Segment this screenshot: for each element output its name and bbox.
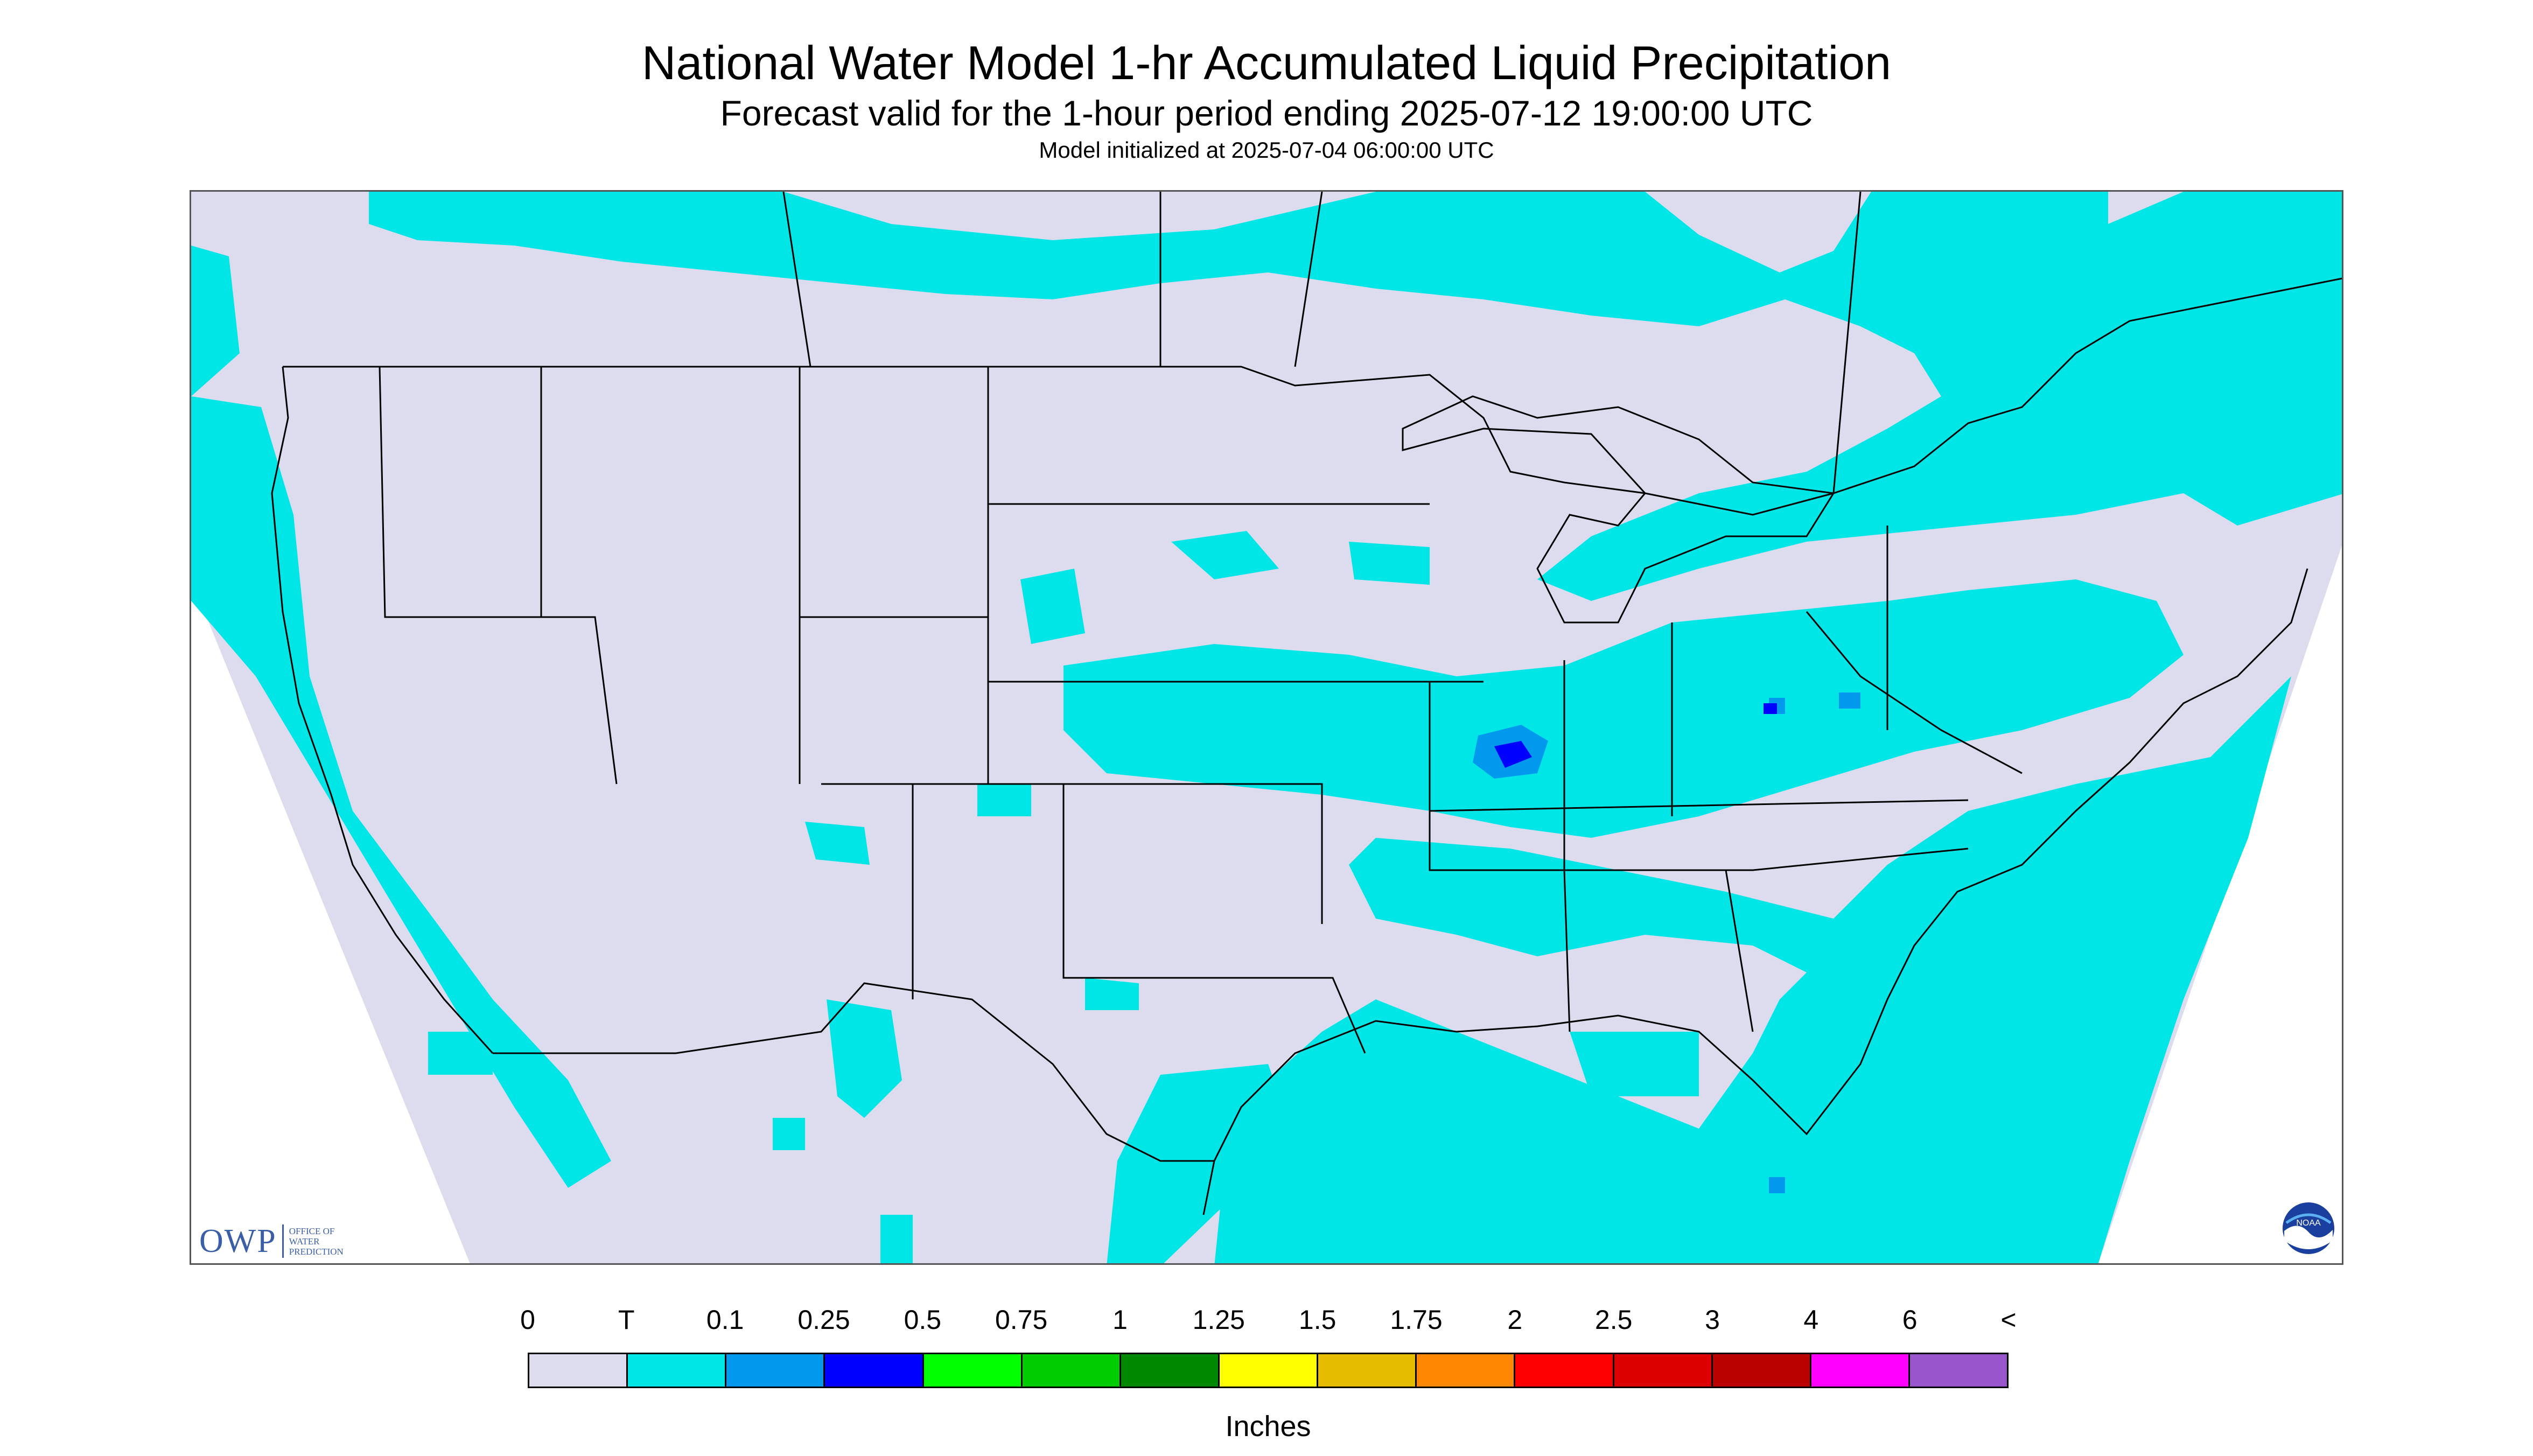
legend-swatch — [1909, 1354, 2007, 1387]
legend-swatch — [1614, 1354, 1713, 1387]
precip-moderate-areas — [1494, 703, 1777, 768]
legend-tick-label: 0.5 — [904, 1305, 942, 1335]
noaa-text: NOAA — [2296, 1219, 2321, 1228]
precip-trace-areas — [191, 192, 2342, 1263]
noaa-seal-icon: NOAA — [2279, 1199, 2338, 1261]
legend-tick-label: 0.25 — [797, 1305, 850, 1335]
legend-swatch — [1515, 1354, 1614, 1387]
legend-tick-label: 1 — [1112, 1305, 1128, 1335]
legend-tick-label: 6 — [1902, 1305, 1918, 1335]
legend-tick-label: 2 — [1507, 1305, 1523, 1335]
legend-swatch — [529, 1354, 628, 1387]
legend-swatch — [726, 1354, 825, 1387]
owp-logo-divider — [282, 1224, 284, 1258]
legend-swatch — [1811, 1354, 1910, 1387]
legend-tick-label: 0.1 — [706, 1305, 744, 1335]
legend-tick-label: 1.75 — [1390, 1305, 1443, 1335]
legend-tick-label: 4 — [1803, 1305, 1819, 1335]
legend-swatch — [1219, 1354, 1319, 1387]
legend-swatch — [923, 1354, 1023, 1387]
legend-swatch — [1417, 1354, 1516, 1387]
boundaries — [271, 192, 2342, 1215]
forecast-valid-subtitle: Forecast valid for the 1-hour period end… — [720, 93, 1813, 133]
page-title: National Water Model 1-hr Accumulated Li… — [641, 36, 1892, 89]
model-init-line: Model initialized at 2025-07-04 06:00:00… — [1039, 137, 1494, 163]
legend-tick-label: T — [618, 1305, 635, 1335]
owp-logo-mark: OWP — [199, 1222, 277, 1259]
owp-logo: OWP OFFICE OF WATER PREDICTION — [199, 1222, 344, 1260]
legend-tick-label: 0.75 — [995, 1305, 1048, 1335]
legend-units: Inches — [1225, 1410, 1311, 1443]
legend-swatch — [825, 1354, 924, 1387]
legend-swatch — [1712, 1354, 1811, 1387]
legend-tick-label: 2.5 — [1594, 1305, 1633, 1335]
owp-logo-subtext: OFFICE OF WATER PREDICTION — [289, 1226, 344, 1257]
legend-tick-label: < — [2000, 1305, 2017, 1335]
legend-swatch — [1318, 1354, 1417, 1387]
legend-swatch — [628, 1354, 727, 1387]
legend-swatch — [1022, 1354, 1121, 1387]
legend-tick-label: 3 — [1705, 1305, 1720, 1335]
legend-tick-label: 1.25 — [1192, 1305, 1245, 1335]
legend-tick-label: 0 — [520, 1305, 535, 1335]
legend-colorbar — [528, 1353, 2009, 1388]
legend-tick-label: 1.5 — [1298, 1305, 1337, 1335]
precipitation-map — [190, 190, 2343, 1265]
legend-swatch — [1121, 1354, 1220, 1387]
map-canvas — [191, 192, 2342, 1263]
